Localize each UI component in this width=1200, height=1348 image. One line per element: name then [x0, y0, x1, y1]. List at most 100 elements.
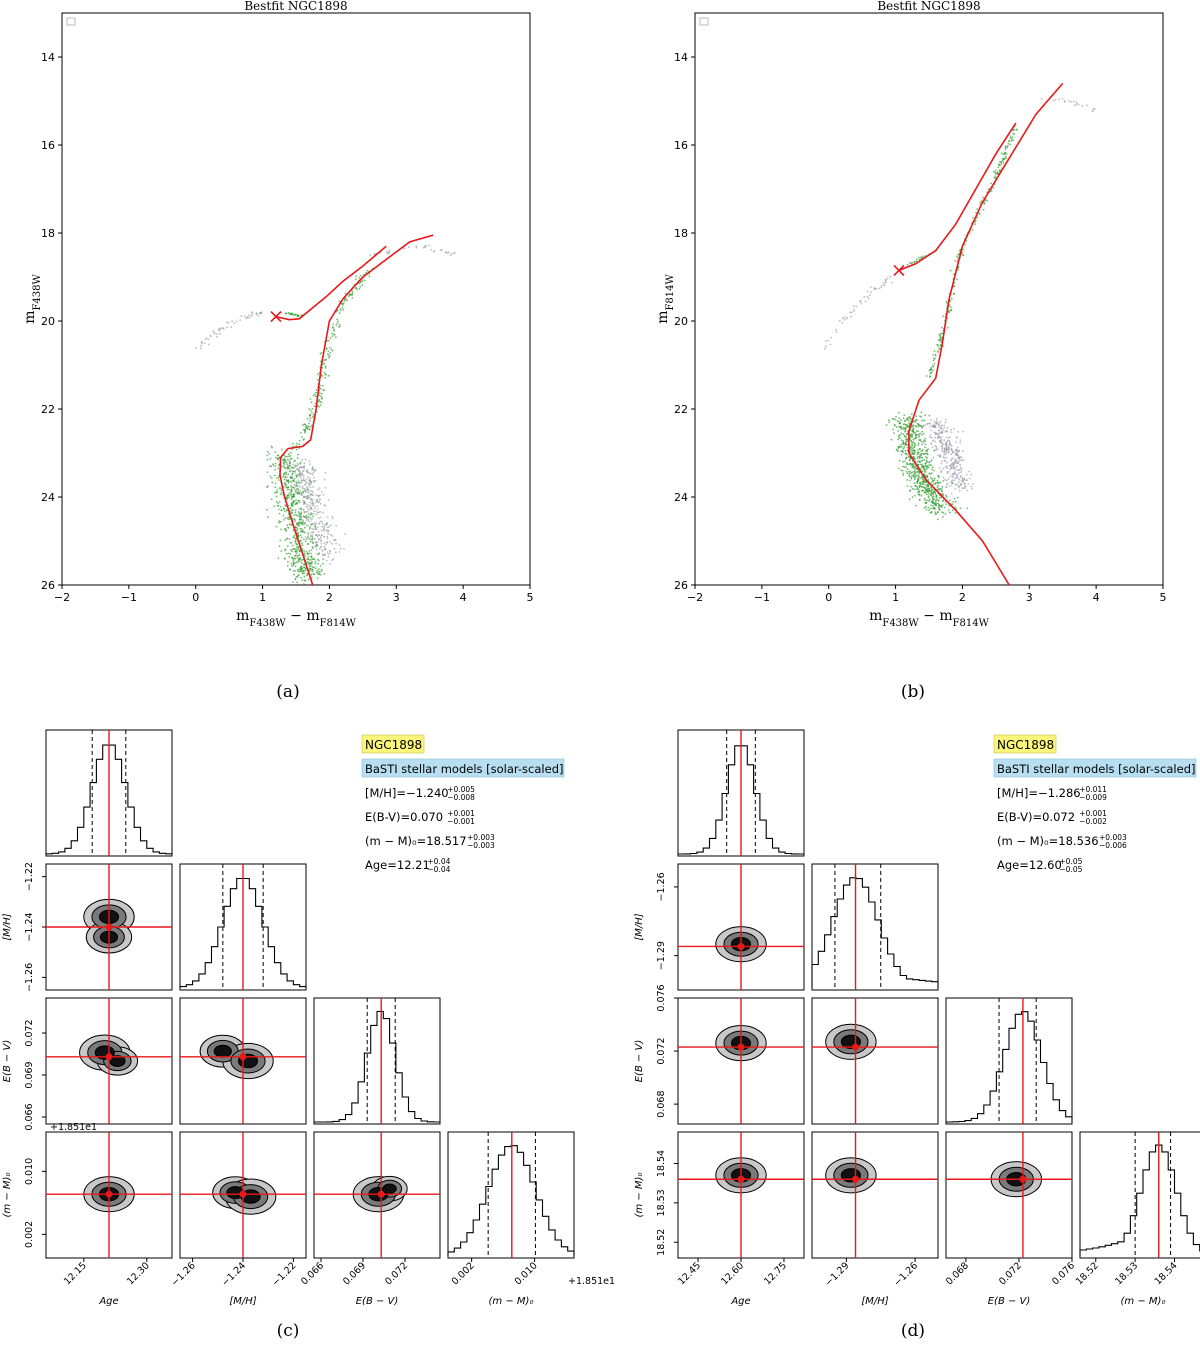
- star-point: [306, 505, 309, 508]
- param-err-down: −0.008: [447, 793, 475, 802]
- star-point: [283, 510, 286, 512]
- star-point: [946, 440, 949, 443]
- star-point: [926, 460, 929, 463]
- star-point: [275, 456, 277, 459]
- star-point: [941, 424, 944, 427]
- star-point: [291, 495, 294, 498]
- star-point: [289, 464, 291, 467]
- star-point: [920, 440, 923, 443]
- star-point: [319, 502, 322, 505]
- star-point: [310, 508, 313, 511]
- star-point: [914, 474, 917, 477]
- star-point: [901, 449, 904, 452]
- star-point: [954, 512, 957, 514]
- star-point: [296, 543, 299, 545]
- param-line: Age=12.21: [365, 858, 430, 872]
- star-point: [910, 448, 913, 451]
- star-point: [955, 441, 958, 443]
- star-point: [827, 339, 830, 342]
- star-point: [1012, 128, 1015, 131]
- star-point: [925, 456, 927, 458]
- star-point: [945, 429, 948, 432]
- star-point: [950, 493, 953, 495]
- star-point: [306, 488, 309, 491]
- star-point: [914, 432, 917, 434]
- star-point: [333, 333, 336, 336]
- star-point: [317, 488, 320, 491]
- star-point: [945, 503, 948, 506]
- star-point: [300, 518, 303, 521]
- star-point: [329, 563, 331, 565]
- star-point: [949, 475, 952, 477]
- corner-cell-2-1: [179, 997, 307, 1125]
- star-point: [902, 460, 904, 463]
- star-point: [309, 526, 311, 528]
- y-tick-label: 18.52: [656, 1229, 667, 1256]
- star-point: [347, 295, 350, 298]
- star-point: [966, 479, 968, 481]
- star-point: [929, 476, 932, 479]
- star-point: [1016, 128, 1018, 131]
- star-point: [316, 541, 319, 544]
- corner-cell-1-0: −1.26−1.24−1.22[M/H]: [2, 862, 173, 992]
- star-point: [280, 489, 283, 491]
- star-point: [954, 472, 957, 475]
- star-point: [853, 308, 856, 311]
- x-tick-label: −2: [54, 591, 70, 604]
- star-point: [909, 437, 912, 439]
- star-point: [227, 321, 230, 324]
- star-point: [275, 495, 278, 498]
- star-point: [306, 486, 309, 488]
- star-point: [913, 478, 916, 481]
- star-point: [904, 442, 907, 445]
- star-point: [415, 246, 418, 249]
- x-tick-label: 0.010: [513, 1260, 540, 1287]
- contour-level-2: [382, 1183, 397, 1194]
- star-point: [314, 560, 317, 563]
- star-point: [943, 451, 946, 454]
- star-point: [963, 479, 966, 481]
- star-point: [958, 481, 960, 483]
- star-point: [309, 534, 312, 537]
- star-point: [355, 275, 358, 278]
- star-point: [303, 575, 306, 578]
- star-point: [296, 554, 299, 557]
- star-point: [934, 432, 937, 435]
- star-point: [929, 422, 932, 425]
- star-point: [292, 529, 295, 532]
- star-point: [319, 520, 322, 523]
- star-point: [279, 493, 282, 496]
- star-point: [926, 476, 929, 479]
- star-point: [303, 531, 306, 534]
- star-point: [943, 439, 946, 442]
- star-point: [825, 345, 827, 348]
- star-point: [936, 454, 939, 456]
- star-point: [294, 459, 296, 462]
- truth-point: [377, 1190, 385, 1198]
- star-point: [902, 423, 905, 426]
- star-point: [936, 448, 939, 451]
- star-point: [291, 556, 293, 559]
- param-err-up: +0.005: [447, 785, 475, 794]
- cell-frame: [945, 997, 1073, 1125]
- star-point: [960, 471, 962, 474]
- star-point: [319, 404, 322, 407]
- star-point: [289, 494, 292, 496]
- star-point: [916, 460, 919, 463]
- star-point: [933, 490, 936, 492]
- star-point: [289, 485, 292, 487]
- star-point: [927, 495, 930, 498]
- star-point: [924, 474, 926, 477]
- star-point: [942, 315, 945, 318]
- star-point: [958, 472, 960, 474]
- x-tick-label: 12.75: [762, 1260, 789, 1287]
- star-point: [905, 435, 908, 438]
- star-point: [926, 466, 928, 469]
- param-err-up: +0.05: [1059, 857, 1082, 866]
- star-point: [916, 258, 918, 261]
- star-point: [322, 562, 324, 565]
- star-point: [1009, 135, 1012, 138]
- star-point: [898, 417, 901, 420]
- star-point: [283, 465, 285, 468]
